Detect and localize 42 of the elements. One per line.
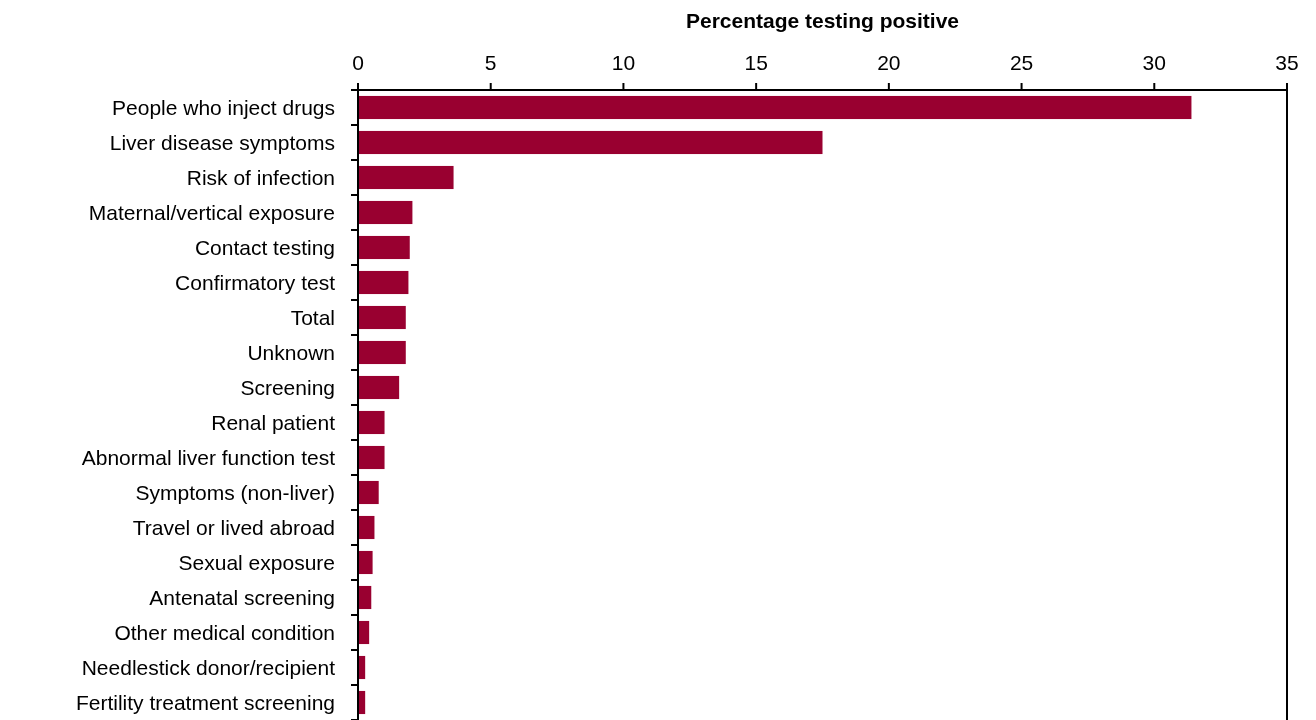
y-tick-label: Screening xyxy=(240,375,335,399)
bar xyxy=(358,410,385,435)
bar xyxy=(358,340,406,365)
y-tick-label: Needlestick donor/recipient xyxy=(81,655,336,679)
bar xyxy=(358,585,372,610)
y-tick-label: Travel or lived abroad xyxy=(132,515,335,539)
y-tick-label: Liver disease symptoms xyxy=(109,130,335,154)
bar xyxy=(358,550,373,575)
bar xyxy=(358,130,823,155)
bar xyxy=(358,515,375,540)
bar xyxy=(358,200,413,225)
y-tick-label: Antenatal screening xyxy=(149,585,335,609)
y-tick-label: Maternal/vertical exposure xyxy=(88,200,335,224)
x-tick-label: 0 xyxy=(352,51,364,74)
x-tick-label: 10 xyxy=(611,51,636,74)
x-axis-title: Percentage testing positive xyxy=(685,9,960,32)
x-tick-label: 25 xyxy=(1009,51,1034,74)
y-tick-label: Renal patient xyxy=(211,410,336,434)
bar xyxy=(358,235,410,260)
bar xyxy=(358,165,454,190)
y-tick-label: Other medical condition xyxy=(114,620,335,644)
y-tick-label: Unknown xyxy=(247,340,335,364)
y-tick-label: Symptoms (non-liver) xyxy=(135,480,335,504)
x-tick-label: 20 xyxy=(877,51,901,74)
bar xyxy=(358,480,379,505)
x-tick-label: 5 xyxy=(484,51,497,74)
bar xyxy=(358,375,400,400)
bar xyxy=(358,270,409,295)
x-tick-label: 30 xyxy=(1142,51,1166,74)
x-tick-label: 35 xyxy=(1275,51,1299,74)
y-tick-label: Total xyxy=(290,305,335,329)
y-tick-label: Fertility treatment screening xyxy=(75,690,335,714)
y-tick-label: Confirmatory test xyxy=(175,270,336,294)
bar xyxy=(358,305,406,330)
y-tick-label: People who inject drugs xyxy=(112,95,335,119)
y-tick-label: Abnormal liver function test xyxy=(81,445,336,469)
y-tick-label: Sexual exposure xyxy=(178,550,335,574)
y-tick-label: Contact testing xyxy=(194,235,335,259)
bar xyxy=(358,95,1192,120)
x-tick-label: 15 xyxy=(744,51,768,74)
y-tick-label: Risk of infection xyxy=(186,165,335,189)
bar xyxy=(358,445,385,470)
